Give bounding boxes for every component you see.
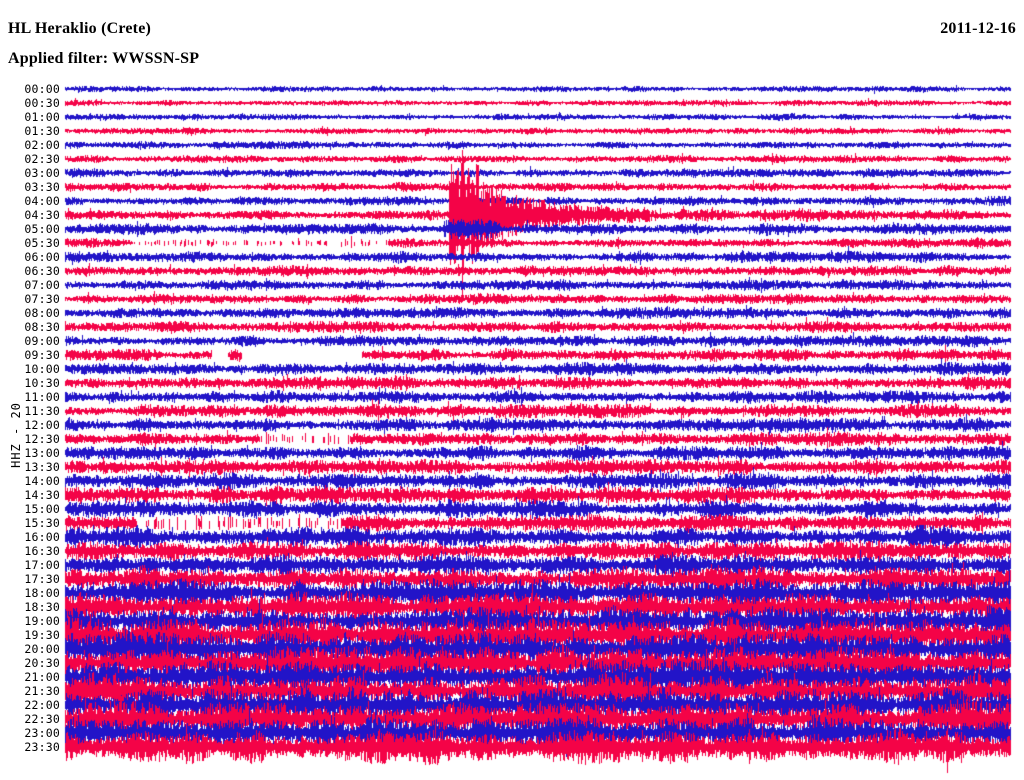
row-time-label: 18:30 [24,600,60,614]
row-time-label: 12:00 [24,418,60,432]
row-time-label: 11:00 [24,390,60,404]
row-time-label: 01:00 [24,110,60,124]
row-time-label: 16:30 [24,544,60,558]
row-time-label: 02:30 [24,152,60,166]
row-time-label: 17:00 [24,558,60,572]
row-time-label: 06:30 [24,264,60,278]
row-time-label: 18:00 [24,586,60,600]
row-time-label: 00:30 [24,96,60,110]
row-time-label: 05:00 [24,222,60,236]
row-time-label: 04:30 [24,208,60,222]
row-time-label: 00:00 [24,82,60,96]
row-time-label: 23:00 [24,726,60,740]
row-time-label: 02:00 [24,138,60,152]
row-time-label: 22:30 [24,712,60,726]
row-time-label: 20:30 [24,656,60,670]
station-title: HL Heraklio (Crete) [8,20,152,37]
row-time-label: 09:30 [24,348,60,362]
row-time-label: 10:30 [24,376,60,390]
row-time-label: 13:30 [24,460,60,474]
row-time-label: 09:00 [24,334,60,348]
row-time-label: 08:30 [24,320,60,334]
row-time-label: 14:30 [24,488,60,502]
row-time-label: 13:00 [24,446,60,460]
row-time-label: 03:30 [24,180,60,194]
row-time-label: 04:00 [24,194,60,208]
row-time-label: 10:00 [24,362,60,376]
row-time-label: 16:00 [24,530,60,544]
row-time-label: 01:30 [24,124,60,138]
row-time-label: 22:00 [24,698,60,712]
row-time-label: 07:30 [24,292,60,306]
applied-filter-label: Applied filter: WWSSN-SP [8,50,200,67]
row-time-label: 15:30 [24,516,60,530]
row-time-label: 21:00 [24,670,60,684]
row-time-label: 19:00 [24,614,60,628]
row-time-label: 12:30 [24,432,60,446]
row-time-label: 11:30 [24,404,60,418]
row-time-label: 21:30 [24,684,60,698]
row-time-label: 03:00 [24,166,60,180]
row-time-label: 20:00 [24,642,60,656]
row-time-label: 08:00 [24,306,60,320]
row-time-label: 17:30 [24,572,60,586]
row-time-label: 19:30 [24,628,60,642]
row-time-label: 15:00 [24,502,60,516]
row-time-label: 06:00 [24,250,60,264]
date-label: 2011-12-16 [940,20,1016,37]
row-time-label: 07:00 [24,278,60,292]
row-time-label: 23:30 [24,740,60,754]
row-time-label: 14:00 [24,474,60,488]
row-time-label: 05:30 [24,236,60,250]
